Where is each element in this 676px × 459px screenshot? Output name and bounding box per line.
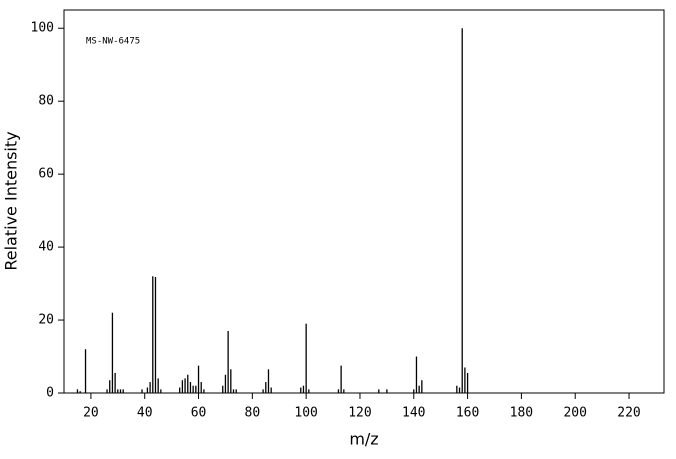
x-tick-label: 80	[245, 406, 261, 421]
x-tick-label: 20	[83, 406, 99, 421]
annotation: MS-NW-6475	[86, 37, 140, 47]
y-tick-label: 60	[38, 167, 54, 182]
x-tick-label: 100	[294, 406, 317, 421]
x-tick-label: 200	[563, 406, 586, 421]
x-tick-label: 40	[137, 406, 153, 421]
y-tick-label: 0	[46, 386, 54, 401]
x-tick-label: 140	[402, 406, 425, 421]
x-tick-label: 60	[191, 406, 207, 421]
y-tick-label: 40	[38, 240, 54, 255]
x-tick-label: 220	[617, 406, 640, 421]
y-axis-label: Relative Intensity	[2, 131, 21, 270]
y-tick-label: 100	[31, 21, 54, 36]
x-tick-label: 120	[348, 406, 371, 421]
y-tick-label: 20	[38, 313, 54, 328]
y-tick-label: 80	[38, 94, 54, 109]
x-axis-label: m/z	[349, 430, 378, 449]
x-tick-label: 160	[456, 406, 479, 421]
plot-frame	[63, 9, 665, 394]
x-tick-label: 180	[510, 406, 533, 421]
